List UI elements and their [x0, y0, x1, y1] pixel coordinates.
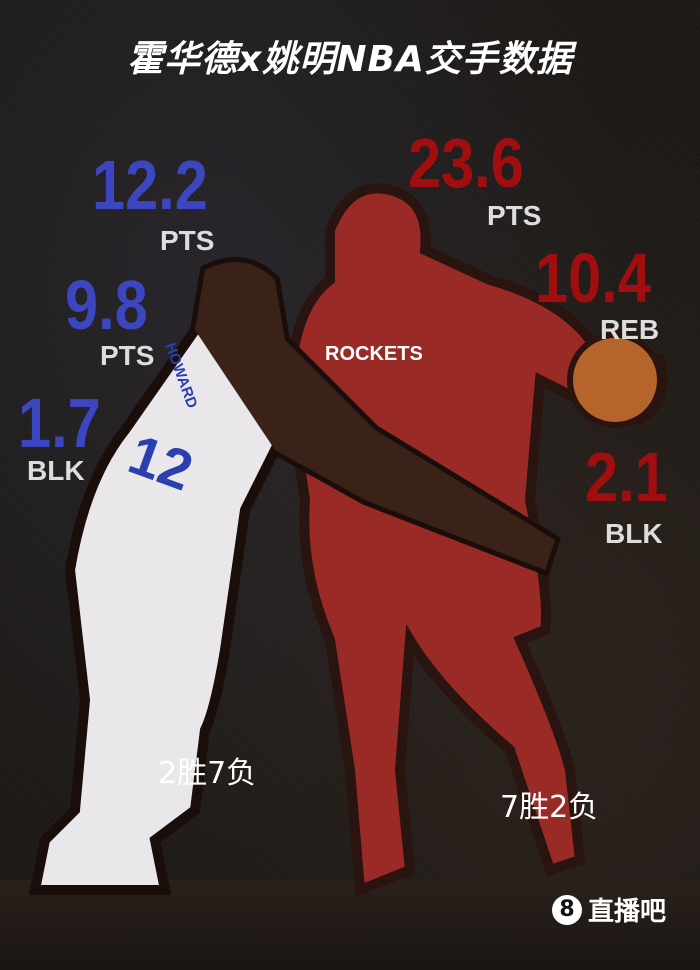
yao-record: 7胜2负 — [500, 790, 599, 825]
yao-stat-1-label: PTS — [487, 200, 542, 231]
dwight-howard-figure: HOWARD 12 — [28, 257, 562, 895]
howard-stat-2-value: 9.8 — [65, 266, 148, 344]
howard-stat-3-label: BLK — [27, 455, 85, 486]
yao-stat-3-value: 2.1 — [585, 438, 668, 516]
brand-name: 直播吧 — [587, 897, 666, 927]
zhibo8-icon: 8 — [551, 894, 582, 925]
poster-title: 霍华德x姚明NBA交手数据 — [127, 39, 573, 80]
yao-jersey-text: ROCKETS — [325, 343, 423, 365]
zhibo8-logo: 8 直播吧 — [551, 891, 666, 928]
howard-stat-1-label: PTS — [160, 225, 215, 256]
yao-stat-3-label: BLK — [605, 518, 663, 549]
yao-stat-1-value: 23.6 — [408, 124, 524, 202]
yao-stat-2-label: REB — [600, 314, 660, 345]
howard-stat-3-value: 1.7 — [18, 384, 101, 462]
howard-record: 2胜7负 — [158, 756, 257, 791]
howard-stat-2-label: PTS — [100, 340, 155, 371]
howard-stat-1-value: 12.2 — [92, 146, 208, 224]
yao-stat-2-value: 10.4 — [535, 239, 651, 317]
